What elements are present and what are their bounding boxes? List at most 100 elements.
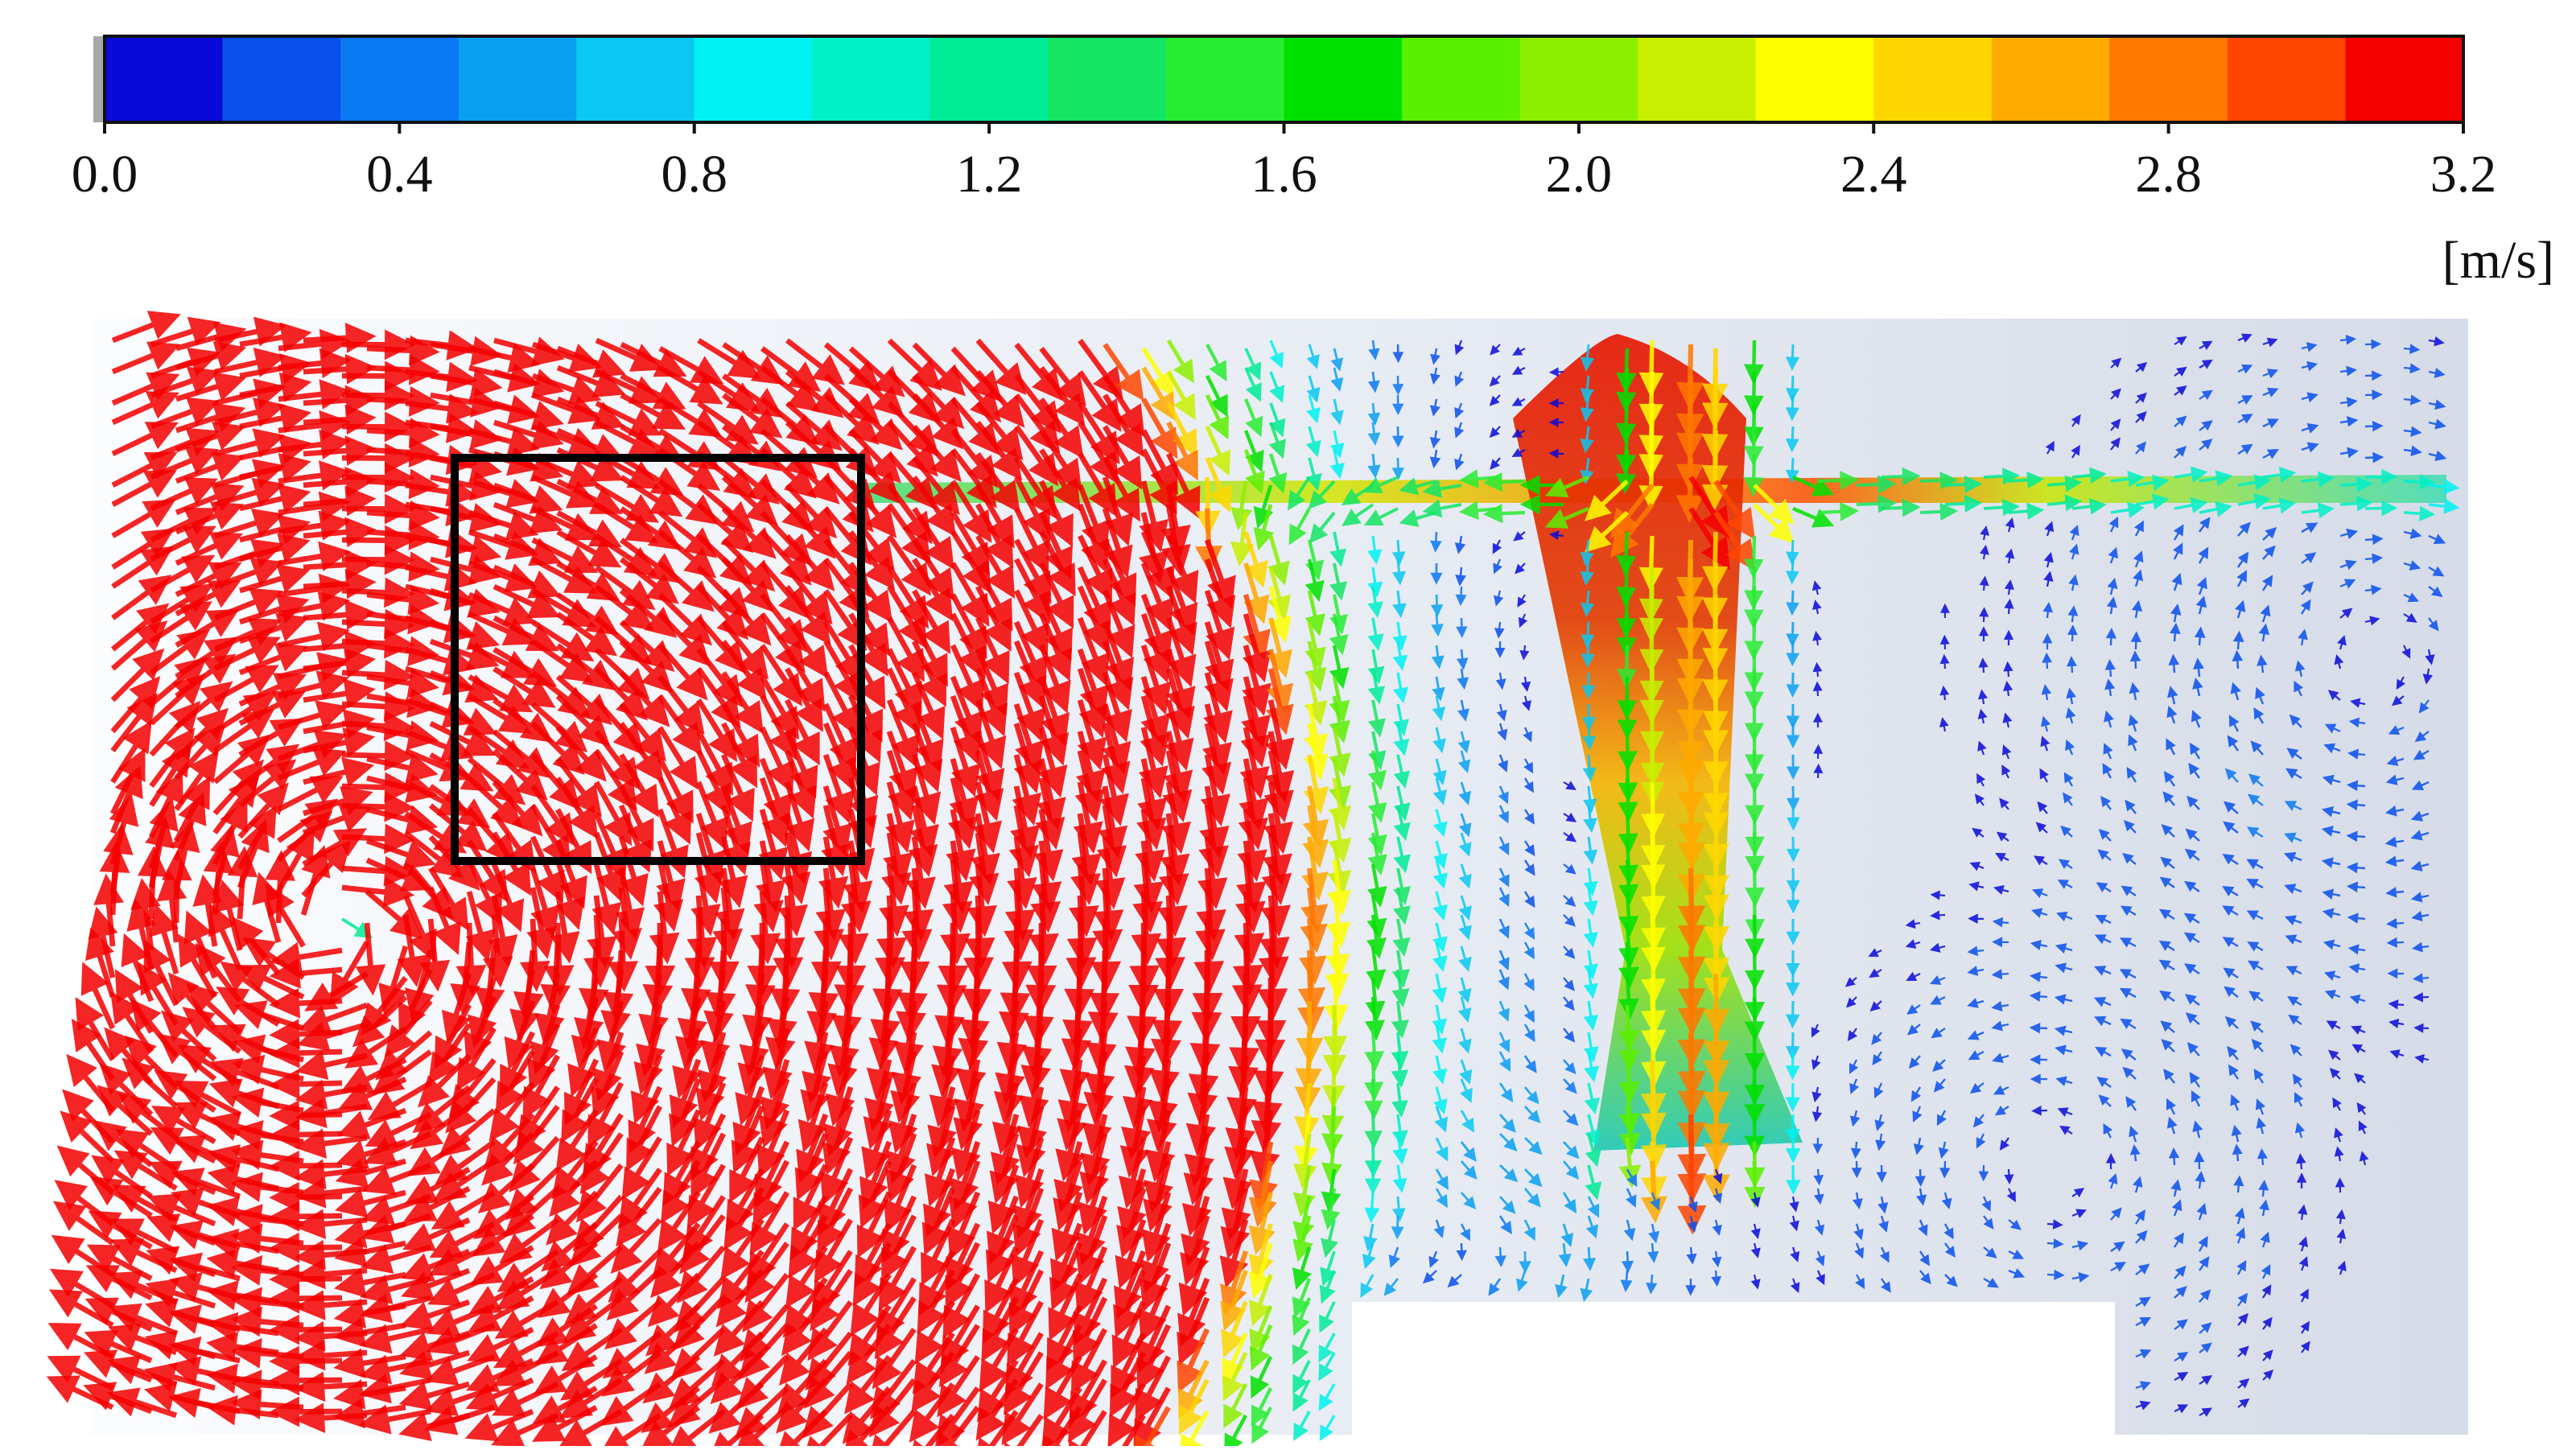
flow-arrow	[2391, 695, 2405, 706]
flow-arrow	[2057, 1107, 2073, 1117]
flow-arrow	[1432, 973, 1448, 1004]
flow-arrow	[1744, 699, 1765, 743]
flow-arrow	[666, 1109, 702, 1177]
flow-arrow	[149, 903, 179, 974]
flow-arrow	[1250, 1356, 1273, 1399]
flow-arrow	[175, 482, 245, 516]
flow-arrow	[555, 725, 607, 782]
flow-arrow	[278, 510, 351, 541]
flow-arrow	[752, 1160, 789, 1226]
flow-arrow	[492, 780, 543, 837]
flow-arrow	[1458, 1028, 1472, 1054]
flow-arrow	[1329, 430, 1345, 459]
flow-arrow	[2006, 1188, 2016, 1203]
flow-arrow	[1786, 641, 1799, 667]
flow-arrow	[1995, 852, 2009, 863]
flow-arrow	[2174, 1372, 2189, 1382]
flow-arrow	[175, 422, 245, 453]
flow-arrow	[921, 1187, 956, 1256]
flow-arrow	[847, 1304, 892, 1366]
flow-arrow	[2258, 1180, 2269, 1197]
flow-arrow	[842, 1386, 892, 1444]
flow-arrow	[2067, 624, 2078, 642]
flow-arrow	[1391, 1196, 1406, 1222]
flow-arrow	[1268, 422, 1286, 459]
flow-arrow	[729, 1136, 765, 1204]
flow-arrow	[2135, 441, 2147, 455]
flow-arrow	[2040, 715, 2051, 732]
flow-arrow	[1939, 1160, 1951, 1179]
flow-arrow	[1972, 1114, 1985, 1128]
flow-arrow	[1523, 1168, 1543, 1188]
flow-arrow	[2339, 476, 2373, 492]
flow-arrow	[2261, 575, 2273, 591]
flow-arrow	[2054, 1025, 2073, 1036]
flow-arrow	[1393, 672, 1409, 704]
flow-arrow	[300, 845, 331, 916]
flow-arrow	[1908, 1055, 1921, 1069]
flow-arrow	[2358, 1120, 2368, 1135]
flow-arrow	[1563, 863, 1577, 875]
flow-arrow	[2071, 467, 2107, 484]
flow-arrow	[1813, 1188, 1824, 1205]
flow-arrow	[1548, 398, 1564, 409]
flow-arrow	[111, 422, 179, 457]
flow-arrow	[2188, 762, 2200, 779]
flow-arrow	[2324, 723, 2341, 734]
flow-arrow	[1038, 644, 1071, 714]
flow-arrow	[213, 708, 275, 753]
flow-arrow	[111, 575, 172, 620]
flow-arrow	[2389, 1049, 2405, 1059]
flow-arrow	[721, 640, 767, 701]
flow-arrow	[2110, 501, 2145, 518]
flow-arrow	[111, 451, 178, 488]
flow-arrow	[1360, 1274, 1375, 1298]
flow-arrow	[2110, 1241, 2125, 1252]
flow-arrow	[2236, 1259, 2247, 1275]
flow-arrow	[1512, 346, 1526, 356]
flow-arrow	[2223, 821, 2239, 834]
flow-arrow	[1141, 347, 1175, 398]
flow-arrow	[2067, 605, 2079, 623]
flow-arrow	[2131, 599, 2143, 619]
flow-arrow	[1854, 1242, 1865, 1259]
flow-arrow	[2296, 1172, 2307, 1189]
flow-arrow	[1458, 895, 1472, 921]
flow-arrow	[1364, 1110, 1383, 1149]
flow-arrow	[1045, 1324, 1082, 1390]
flow-arrow	[278, 591, 351, 621]
flow-arrow	[912, 424, 962, 483]
flow-arrow	[335, 1158, 406, 1188]
flow-arrow	[2174, 466, 2208, 483]
flow-arrow	[1077, 585, 1111, 654]
flow-arrow	[2284, 801, 2302, 811]
flow-arrow	[149, 657, 208, 706]
flow-arrow	[912, 373, 965, 430]
flow-arrow	[1868, 948, 1882, 958]
flow-arrow	[2030, 1054, 2048, 1065]
flow-arrow	[950, 675, 983, 745]
flow-arrow	[2060, 825, 2073, 838]
flow-arrow	[111, 391, 179, 426]
flow-arrow	[2384, 855, 2405, 867]
flow-arrow	[1430, 562, 1443, 585]
flow-arrow	[886, 648, 922, 715]
flow-arrow	[975, 585, 1012, 652]
flow-arrow	[2040, 735, 2050, 752]
flow-arrow	[1007, 1300, 1044, 1367]
flow-arrow	[1585, 1133, 1601, 1168]
flow-arrow	[1745, 832, 1765, 876]
flow-arrow	[2364, 584, 2382, 595]
flow-arrow	[468, 591, 537, 626]
flow-arrow	[2388, 999, 2405, 1010]
flow-arrow	[2107, 577, 2118, 595]
flow-arrow	[2222, 854, 2239, 866]
flow-arrow	[1293, 1411, 1311, 1441]
flow-arrow	[2337, 1260, 2347, 1275]
flow-arrow	[1329, 645, 1350, 690]
flow-arrow	[2301, 442, 2319, 453]
flow-arrow	[1292, 1328, 1311, 1365]
flow-arrow	[1712, 1219, 1722, 1236]
flow-arrow	[1113, 1269, 1147, 1338]
flow-arrow	[2410, 830, 2430, 841]
